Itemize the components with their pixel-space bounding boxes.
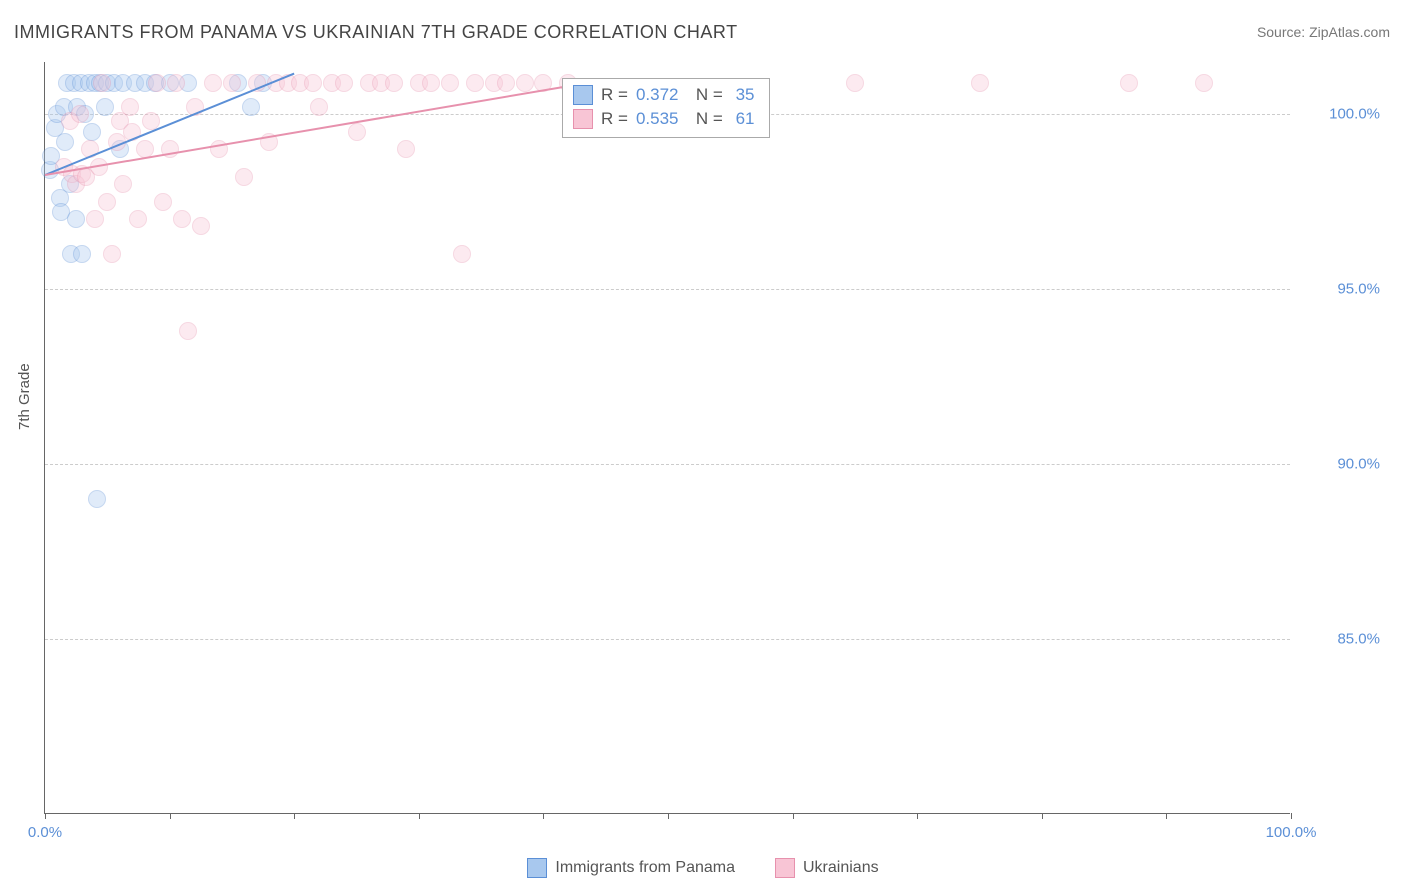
- x-tick: [419, 813, 420, 819]
- data-point: [348, 123, 366, 141]
- data-point: [242, 98, 260, 116]
- x-tick: [917, 813, 918, 819]
- data-point: [846, 74, 864, 92]
- data-point: [121, 98, 139, 116]
- data-point: [204, 74, 222, 92]
- legend-label: Immigrants from Panama: [555, 859, 735, 877]
- data-point: [516, 74, 534, 92]
- data-point: [385, 74, 403, 92]
- x-tick: [1166, 813, 1167, 819]
- legend-r-label: R =: [601, 109, 628, 129]
- data-point: [71, 105, 89, 123]
- legend-row: R = 0.535 N = 61: [573, 107, 755, 131]
- legend-swatch: [775, 858, 795, 878]
- chart-title: IMMIGRANTS FROM PANAMA VS UKRAINIAN 7TH …: [14, 22, 738, 43]
- legend-label: Ukrainians: [803, 859, 879, 877]
- correlation-legend: R = 0.372 N = 35R = 0.535 N = 61: [562, 78, 770, 138]
- y-tick-label: 95.0%: [1337, 281, 1380, 298]
- grid-line: [45, 464, 1290, 465]
- legend-n-label: N =: [686, 85, 722, 105]
- legend-n-label: N =: [686, 109, 722, 129]
- legend-item: Immigrants from Panama: [527, 858, 735, 878]
- data-point: [304, 74, 322, 92]
- legend-swatch: [573, 109, 593, 129]
- data-point: [441, 74, 459, 92]
- source-link[interactable]: ZipAtlas.com: [1309, 24, 1390, 40]
- data-point: [86, 210, 104, 228]
- legend-row: R = 0.372 N = 35: [573, 83, 755, 107]
- x-tick: [294, 813, 295, 819]
- data-point: [179, 322, 197, 340]
- legend-r-value: 0.372: [636, 85, 679, 105]
- grid-line: [45, 289, 1290, 290]
- data-point: [67, 210, 85, 228]
- data-point: [93, 74, 111, 92]
- data-point: [129, 210, 147, 228]
- data-point: [453, 245, 471, 263]
- data-point: [335, 74, 353, 92]
- data-point: [466, 74, 484, 92]
- chart-plot-area: 85.0%90.0%95.0%100.0%0.0%100.0%: [44, 62, 1290, 814]
- x-tick: [668, 813, 669, 819]
- data-point: [397, 140, 415, 158]
- data-point: [154, 193, 172, 211]
- data-point: [1120, 74, 1138, 92]
- x-tick-label: 0.0%: [28, 824, 62, 841]
- legend-n-value: 35: [731, 85, 755, 105]
- data-point: [971, 74, 989, 92]
- y-axis-title: 7th Grade: [16, 363, 33, 430]
- data-point: [497, 74, 515, 92]
- data-point: [56, 133, 74, 151]
- x-tick-label: 100.0%: [1266, 824, 1317, 841]
- data-point: [167, 74, 185, 92]
- x-tick: [170, 813, 171, 819]
- source-attribution: Source: ZipAtlas.com: [1257, 24, 1390, 40]
- x-tick: [1291, 813, 1292, 819]
- legend-swatch: [527, 858, 547, 878]
- x-tick: [543, 813, 544, 819]
- data-point: [114, 175, 132, 193]
- x-tick: [1042, 813, 1043, 819]
- x-tick: [45, 813, 46, 819]
- data-point: [235, 168, 253, 186]
- legend-r-label: R =: [601, 85, 628, 105]
- data-point: [96, 98, 114, 116]
- data-point: [310, 98, 328, 116]
- data-point: [88, 490, 106, 508]
- legend-r-value: 0.535: [636, 109, 679, 129]
- x-tick: [793, 813, 794, 819]
- data-point: [223, 74, 241, 92]
- data-point: [192, 217, 210, 235]
- y-tick-label: 90.0%: [1337, 456, 1380, 473]
- source-label: Source:: [1257, 24, 1305, 40]
- legend-swatch: [573, 85, 593, 105]
- data-point: [98, 193, 116, 211]
- series-legend: Immigrants from Panama Ukrainians: [0, 858, 1406, 878]
- y-tick-label: 85.0%: [1337, 631, 1380, 648]
- data-point: [1195, 74, 1213, 92]
- legend-item: Ukrainians: [775, 858, 879, 878]
- data-point: [173, 210, 191, 228]
- data-point: [73, 245, 91, 263]
- data-point: [148, 74, 166, 92]
- data-point: [83, 123, 101, 141]
- y-tick-label: 100.0%: [1329, 106, 1380, 123]
- data-point: [103, 245, 121, 263]
- legend-n-value: 61: [731, 109, 755, 129]
- grid-line: [45, 639, 1290, 640]
- data-point: [422, 74, 440, 92]
